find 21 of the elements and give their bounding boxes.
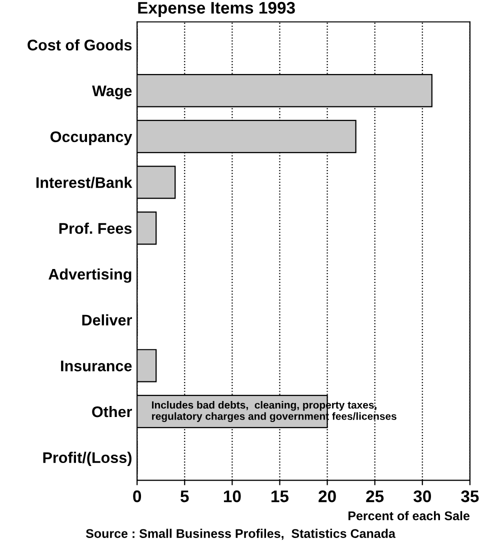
chart-title: Expense Items 1993 <box>138 2 295 18</box>
source-note: Source : Small Business Profiles, Statistics Canada <box>86 528 396 540</box>
y-tick-label: Occupancy <box>50 131 132 146</box>
x-tick-label: 10 <box>224 490 241 502</box>
y-tick-label: Advertising <box>48 268 132 283</box>
x-tick-label: 30 <box>414 490 431 502</box>
x-tick-label: 20 <box>318 490 336 502</box>
y-tick-label: Deliver <box>82 314 132 326</box>
y-tick-label: Insurance <box>61 360 132 372</box>
x-tick-label: 0 <box>133 490 142 502</box>
x-tick-label: 35 <box>461 490 479 502</box>
y-tick-label: Interest/Bank <box>36 176 132 188</box>
y-tick-label: Prof. Fees <box>59 222 132 234</box>
y-tick-label: Cost of Goods <box>28 39 132 50</box>
x-axis-title: Percent of each Sale <box>348 511 470 520</box>
y-tick-label: Profit/(Loss) <box>43 452 132 466</box>
x-tick-label: 25 <box>366 490 384 502</box>
x-tick-label: 15 <box>272 490 289 502</box>
y-tick-label: Other <box>92 406 132 418</box>
x-tick-label: 5 <box>180 490 189 502</box>
y-tick-label: Wage <box>92 86 132 100</box>
